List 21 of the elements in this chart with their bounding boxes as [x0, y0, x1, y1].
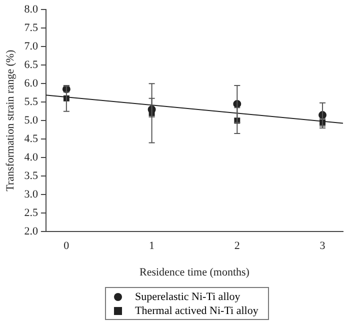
legend-label: Superelastic Ni-Ti alloy [135, 290, 240, 304]
x-tick-label: 3 [320, 240, 326, 252]
y-axis-title: Transformation strain range (%) [4, 49, 16, 192]
y-tick-label: 5.0 [24, 114, 38, 126]
y-tick-label: 5.5 [24, 96, 38, 108]
y-tick-label: 3.0 [24, 188, 38, 200]
legend-label: Thermal actived Ni-Ti alloy [135, 304, 258, 318]
y-tick-label: 2.5 [24, 206, 38, 219]
x-tick-label: 1 [149, 240, 155, 252]
x-tick-label: 2 [234, 240, 240, 252]
y-tick-label: 6.5 [24, 58, 38, 71]
y-tick-label: 2.0 [24, 225, 38, 238]
y-tick-label: 6.0 [24, 77, 38, 90]
x-axis-title: Residence time (months) [139, 266, 250, 278]
y-tick-label: 7.0 [24, 40, 38, 52]
y-tick-label: 4.5 [24, 132, 38, 145]
y-tick-label: 7.5 [24, 22, 38, 34]
y-tick-label: 4.0 [24, 151, 38, 164]
y-tick-label: 3.5 [24, 170, 38, 182]
y-tick-label: 8.0 [24, 3, 38, 16]
x-tick-label: 0 [64, 240, 70, 252]
